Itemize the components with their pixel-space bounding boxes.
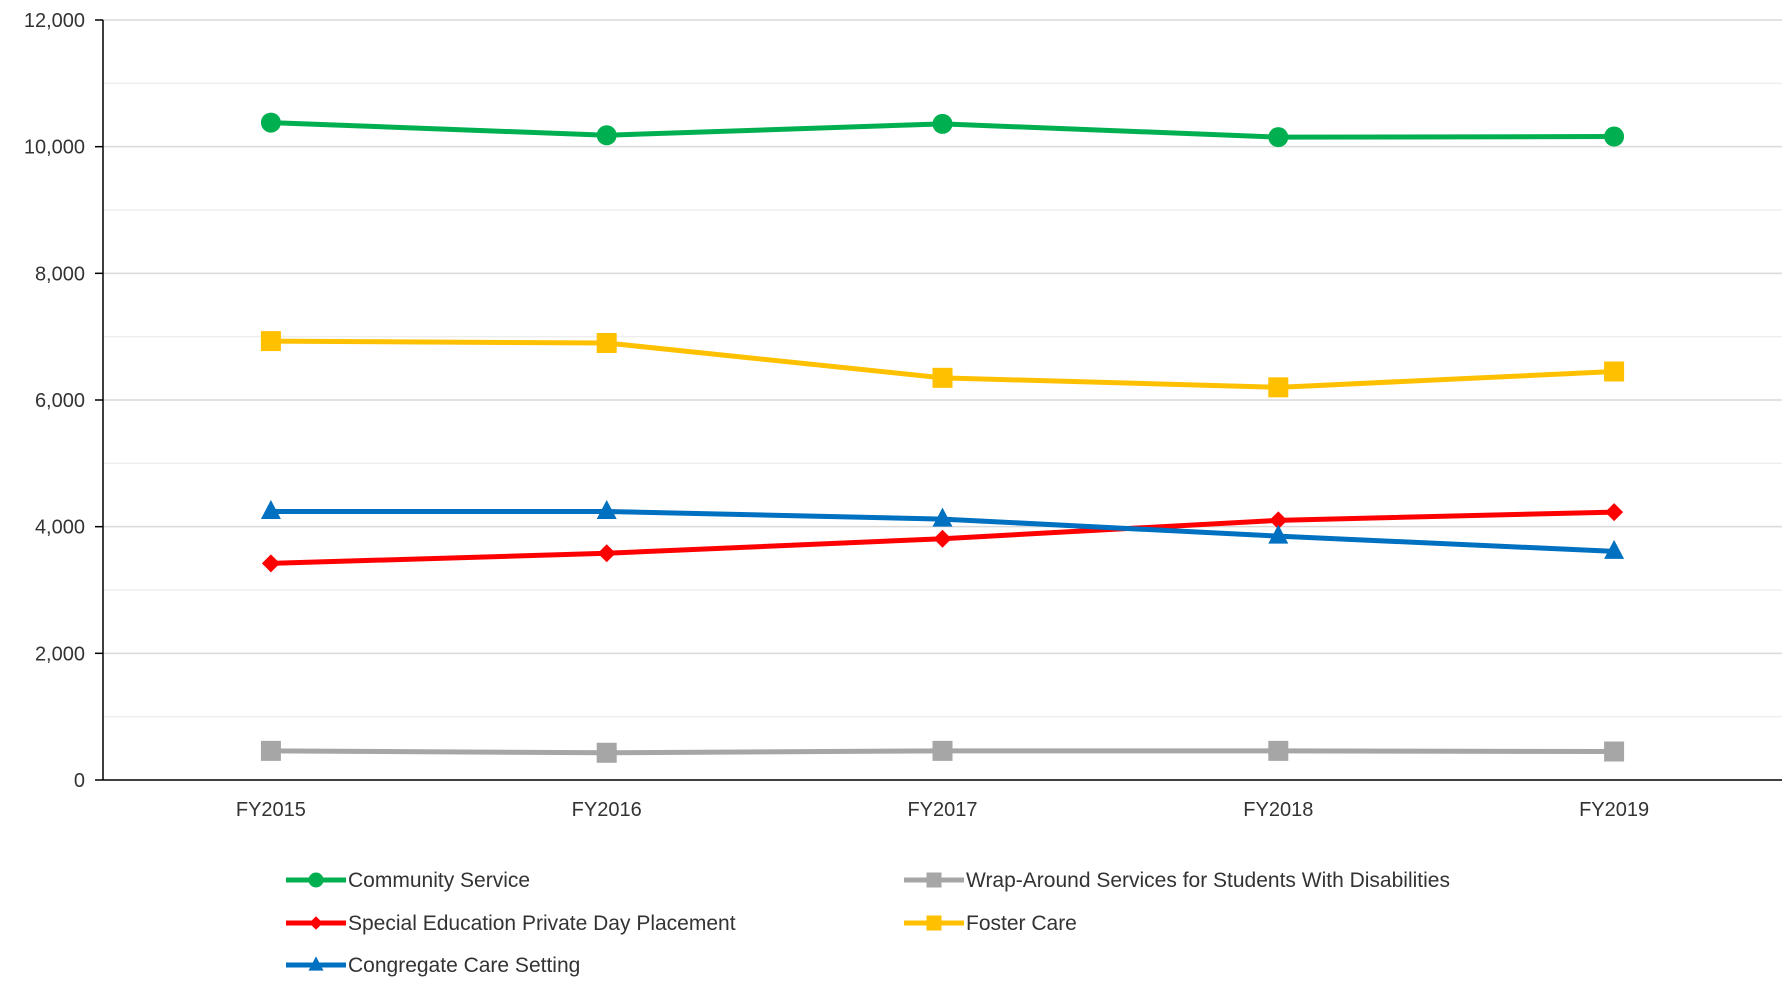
data-point [1268,524,1289,544]
y-tick-label: 0 [74,770,85,792]
data-point [1604,539,1625,559]
legend-label: Congregate Care Setting [348,954,580,977]
data-point [596,742,617,763]
legend-label: Special Education Private Day Placement [348,912,736,935]
series-congregate-care-setting [260,499,1625,559]
series-wrap-around-services-for-students-with-disabilities [260,740,1625,763]
data-point [260,112,281,133]
x-tick-label: FY2015 [236,799,306,821]
y-tick-label: 12,000 [24,10,85,32]
legend-label: Community Service [348,869,530,892]
series-special-education-private-day-placement [261,503,1624,573]
data-point [932,367,953,388]
data-point [932,113,953,134]
x-tick-label: FY2018 [1243,799,1313,821]
data-point [261,554,280,573]
legend-label: Wrap-Around Services for Students With D… [966,869,1450,892]
data-point [596,333,617,353]
data-point [1268,740,1289,761]
y-tick-label: 8,000 [35,263,85,285]
data-point [1604,126,1625,147]
legend-item: Congregate Care Setting [286,954,580,977]
legend-item: Community Service [286,869,530,892]
legend-marker [308,956,324,971]
data-point [933,529,952,548]
legend-label: Foster Care [966,912,1077,935]
data-point [1605,503,1624,522]
legend-marker [926,915,942,931]
x-tick-label: FY2017 [907,799,977,821]
y-axis-ticks: 0 2,000 4,000 6,000 8,000 10,000 12,000 [24,10,103,792]
data-point [596,499,617,519]
y-tick-label: 6,000 [35,390,85,412]
y-tick-label: 2,000 [35,643,85,665]
data-point [260,499,281,519]
x-axis-ticks: FY2015 FY2016 FY2017 FY2018 FY2019 [236,799,1649,821]
x-tick-label: FY2016 [572,799,642,821]
data-point [932,507,953,527]
x-tick-label: FY2019 [1579,799,1649,821]
data-point [1268,127,1289,148]
y-tick-label: 4,000 [35,517,85,539]
legend-item: Special Education Private Day Placement [286,912,736,935]
data-point [597,544,616,563]
data-point [1604,361,1625,382]
data-point [1268,377,1289,398]
series-layer [260,112,1625,763]
data-point [260,740,281,761]
series-foster-care [260,331,1625,398]
series-community-service [260,112,1625,148]
gridlines [103,19,1782,718]
data-point [1604,741,1625,762]
data-point [932,740,953,761]
data-point [596,125,617,146]
y-tick-label: 10,000 [24,137,85,159]
data-point [1269,511,1288,530]
legend-marker [926,872,942,888]
legend-item: Wrap-Around Services for Students With D… [904,869,1450,892]
legend-marker [309,916,323,930]
legend: Community Service Wrap-Around Services fo… [286,869,1450,977]
legend-marker [308,872,324,888]
legend-item: Foster Care [904,912,1077,935]
data-point [260,331,281,352]
